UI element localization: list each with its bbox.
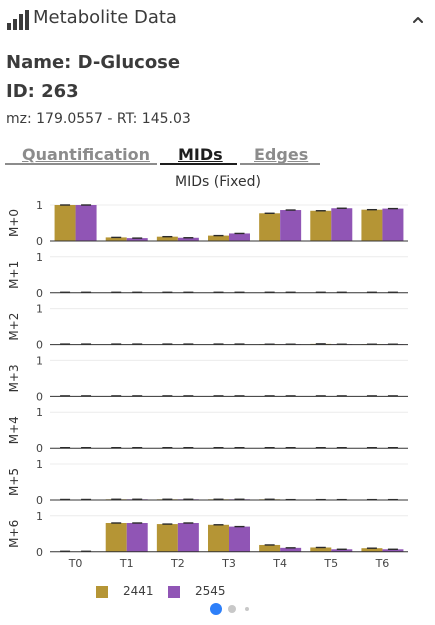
tab-bar: Quantification MIDs Edges — [0, 145, 435, 167]
tab-quantification[interactable]: Quantification — [22, 145, 150, 164]
tab-underline-mids — [160, 163, 237, 165]
panel-label: M+6 — [7, 520, 21, 548]
x-tick-label-t1: T1 — [119, 557, 134, 568]
bar-2441-t0 — [54, 205, 76, 241]
x-tick-label-t4: T4 — [272, 557, 287, 568]
bar-2441-t2 — [156, 524, 178, 552]
panel-m-2: 0 1 M+2 — [7, 303, 408, 352]
panel-m-1: 0 1 M+1 — [7, 251, 408, 300]
y-tick-label: 0 — [36, 390, 43, 403]
legend-swatch-2441 — [96, 586, 108, 598]
bar-2441-t3 — [208, 524, 229, 552]
bar-2545-t5 — [331, 549, 353, 552]
chart-title: MIDs (Fixed) — [175, 174, 261, 190]
tab-underline-quantification — [5, 163, 157, 165]
bar-2441-t6 — [361, 209, 383, 241]
bar-2545-t1 — [126, 523, 148, 552]
bar-2441-t6 — [361, 548, 383, 552]
bar-2441-t4 — [259, 544, 281, 552]
x-tick-label-t0: T0 — [68, 557, 83, 568]
bar-2545-t2 — [177, 523, 199, 552]
tab-mids[interactable]: MIDs — [178, 145, 223, 164]
bar-2441-t3 — [208, 235, 229, 241]
metabolite-name: Name: D-Glucose — [6, 52, 181, 73]
y-tick-label: 1 — [36, 251, 43, 264]
bar-2545-t4 — [280, 210, 302, 241]
x-tick-label-t2: T2 — [170, 557, 185, 568]
y-tick-label: 1 — [36, 354, 43, 367]
y-tick-label: 1 — [36, 406, 43, 419]
page-dot-3[interactable] — [245, 607, 249, 611]
bar-2441-t1 — [105, 237, 127, 241]
legend-label-2545: 2545 — [195, 584, 226, 598]
bar-2545-t6 — [382, 208, 404, 241]
panel-m-3: 0 1 M+3 — [7, 354, 408, 403]
bar-2545-t3 — [229, 526, 250, 552]
x-tick-label-t6: T6 — [375, 557, 390, 568]
panel-m-0: 0 1 M+0 — [7, 199, 408, 248]
tab-edges[interactable]: Edges — [254, 145, 309, 164]
bar-2441-t4 — [259, 213, 281, 241]
panel-label: M+2 — [7, 313, 21, 341]
panel-m-5: 0 1 M+5 — [7, 458, 408, 507]
bar-2545-t4 — [280, 547, 302, 552]
y-tick-label: 1 — [36, 303, 43, 316]
legend-swatch-2545 — [168, 586, 180, 598]
panel-label: M+1 — [7, 261, 21, 289]
x-tick-label-t3: T3 — [221, 557, 236, 568]
panel-label: M+0 — [7, 209, 21, 237]
tab-underline-edges — [240, 163, 320, 165]
y-tick-label: 0 — [36, 339, 43, 352]
panel-m-4: 0 1 M+4 — [7, 406, 408, 455]
chart-body: 0 1 M+0 0 1 M+1 0 1 M+2 0 1 M+3 0 1 M+4 0 1 M+5 0 1 M+6 T0 T1 T… — [7, 199, 408, 568]
y-tick-label: 1 — [36, 458, 43, 471]
page-dot-1[interactable] — [210, 603, 222, 615]
bar-2545-t2 — [177, 237, 199, 241]
y-tick-label: 0 — [36, 235, 43, 248]
panel-header[interactable]: Metabolite Data — [0, 0, 435, 40]
bar-2441-t2 — [156, 236, 178, 241]
panel-label: M+3 — [7, 364, 21, 392]
bar-2545-t5 — [331, 208, 353, 241]
y-tick-label: 0 — [36, 442, 43, 455]
metabolite-id: ID: 263 — [6, 81, 79, 102]
panel-m-6: 0 1 M+6 — [7, 510, 408, 559]
page-dot-2[interactable] — [228, 605, 236, 613]
bar-chart-icon — [7, 10, 29, 30]
y-tick-label: 0 — [36, 287, 43, 300]
y-tick-label: 1 — [36, 510, 43, 523]
panel-label: M+4 — [7, 416, 21, 444]
y-tick-label: 1 — [36, 199, 43, 212]
bar-2545-t3 — [229, 233, 250, 241]
metabolite-mz-rt: mz: 179.0557 - RT: 145.03 — [6, 111, 191, 127]
x-tick-label-t5: T5 — [323, 557, 338, 568]
bar-2545-t1 — [126, 238, 148, 241]
panel-title: Metabolite Data — [33, 7, 177, 28]
bar-2545-t0 — [75, 205, 97, 241]
bar-2441-t5 — [310, 547, 332, 552]
panel-label: M+5 — [7, 468, 21, 496]
y-tick-label: 0 — [36, 494, 43, 507]
bar-2441-t5 — [310, 210, 332, 241]
bar-2545-t6 — [382, 549, 404, 552]
bar-2441-t1 — [105, 523, 127, 552]
legend-label-2441: 2441 — [123, 584, 154, 598]
chevron-up-icon[interactable] — [407, 8, 429, 30]
mids-chart: MIDs (Fixed) 0 1 M+0 0 1 M+1 0 1 M+2 0 1 M+3 0 1 M+4 0 1… — [7, 174, 408, 568]
y-tick-label: 0 — [36, 546, 43, 559]
